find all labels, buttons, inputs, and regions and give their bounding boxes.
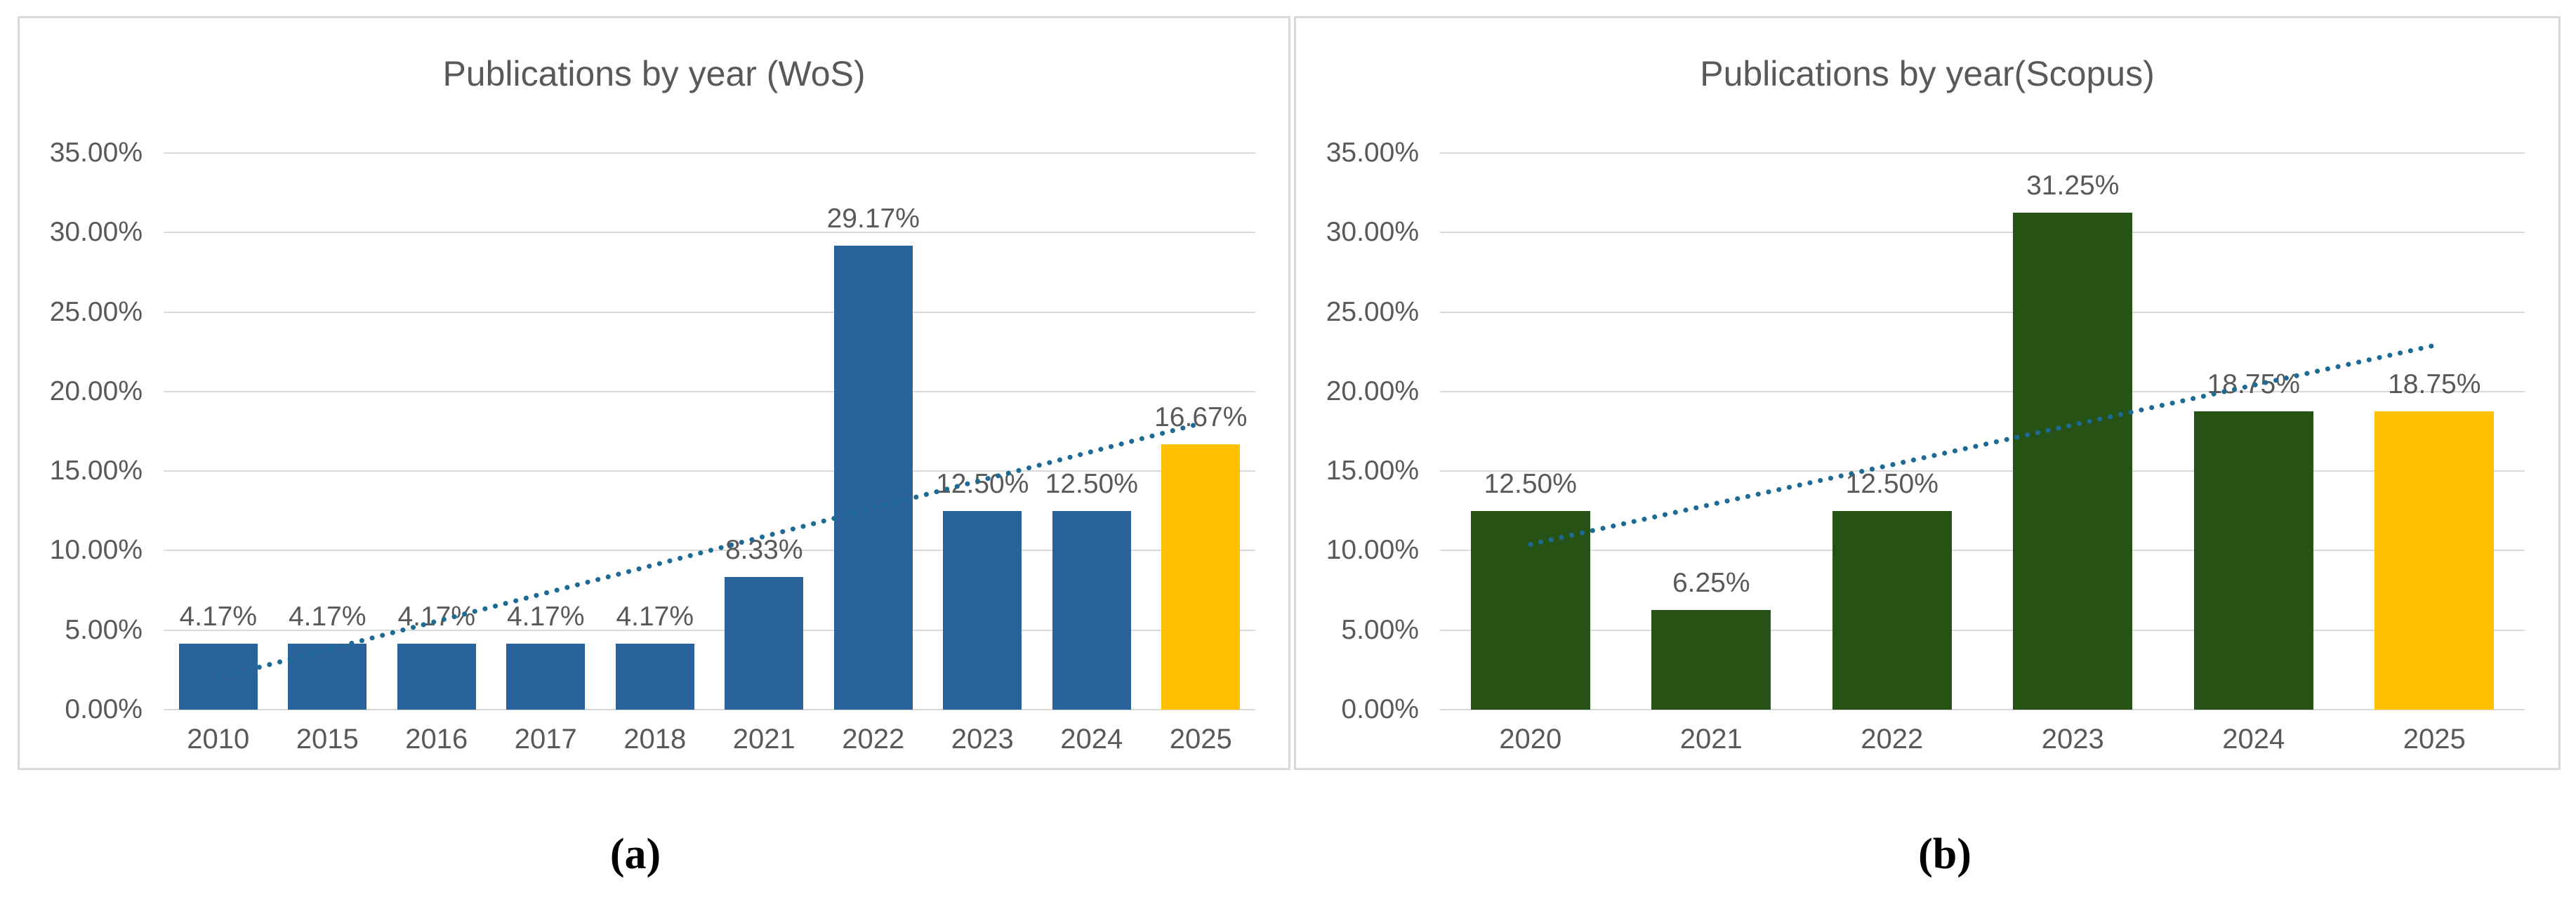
y-axis-tick-label: 20.00%: [49, 376, 143, 406]
bar-value-label: 18.75%: [2207, 369, 2300, 400]
x-axis-tick-label: 2020: [1499, 724, 1562, 755]
y-axis-tick-label: 10.00%: [1326, 535, 1419, 566]
x-axis-tick-label: 2018: [623, 724, 687, 755]
bar-2016: [397, 643, 476, 710]
bar-value-label: 31.25%: [2026, 170, 2120, 201]
y-axis-tick-label: 5.00%: [1341, 614, 1419, 645]
gridline-0: [164, 709, 1255, 710]
bar-2024: [1052, 510, 1131, 710]
x-axis-tick-label: 2023: [951, 724, 1014, 755]
gridline-35: [1440, 152, 2525, 154]
bar-value-label: 18.75%: [2388, 369, 2481, 400]
x-axis-tick-label: 2021: [732, 724, 795, 755]
y-axis-tick-label: 0.00%: [65, 694, 143, 724]
x-axis-tick-label: 2017: [514, 724, 577, 755]
bar-2010: [178, 643, 258, 710]
gridline-15: [1440, 470, 2525, 472]
y-axis-tick-label: 20.00%: [1326, 376, 1419, 406]
trendline: [1528, 343, 2437, 547]
x-axis-tick-label: 2015: [296, 724, 359, 755]
bar-value-label: 4.17%: [397, 601, 476, 632]
x-axis-tick-label: 2024: [2222, 724, 2285, 755]
gridline-25: [1440, 311, 2525, 313]
bar-2023: [2013, 212, 2133, 710]
chart-panel-scopus: Publications by year(Scopus) 0.00% 5.00% 1…: [1294, 16, 2561, 770]
bar-2025: [2374, 411, 2495, 710]
y-axis-tick-label: 0.00%: [1341, 694, 1419, 724]
chart-title-wos: Publications by year (WoS): [442, 54, 866, 93]
y-axis-tick-label: 25.00%: [1326, 296, 1419, 327]
bar-2015: [288, 643, 367, 710]
gridline-20: [1440, 390, 2525, 392]
bar-2018: [615, 643, 694, 710]
bar-value-label: 4.17%: [506, 601, 585, 632]
bar-value-label: 12.50%: [1045, 468, 1138, 499]
gridline-20: [164, 390, 1255, 392]
bar-value-label: 6.25%: [1672, 568, 1750, 599]
x-axis-tick-label: 2021: [1679, 724, 1743, 755]
bar-2021: [725, 577, 804, 710]
bar-2021: [1651, 610, 1771, 710]
y-axis-tick-label: 30.00%: [1326, 217, 1419, 248]
y-axis-tick-label: 35.00%: [1326, 138, 1419, 168]
gridline-5: [1440, 629, 2525, 631]
gridline-30: [1440, 232, 2525, 234]
caption-a: (a): [609, 830, 661, 878]
x-axis-tick-label: 2022: [842, 724, 905, 755]
bar-2025: [1161, 444, 1241, 710]
bar-2023: [943, 510, 1022, 710]
bar-value-label: 12.50%: [1845, 468, 1938, 499]
bar-value-label: 4.17%: [616, 601, 694, 632]
y-axis-tick-label: 10.00%: [49, 535, 143, 566]
x-axis-tick-label: 2022: [1861, 724, 1924, 755]
x-axis-tick-label: 2010: [187, 724, 250, 755]
chart-panel-wos: Publications by year (WoS) 0.00% 5.00% 10.…: [18, 16, 1290, 770]
bar-2020: [1470, 510, 1590, 710]
x-axis-tick-label: 2024: [1060, 724, 1123, 755]
gridline-35: [164, 152, 1255, 154]
y-axis-tick-label: 15.00%: [1326, 456, 1419, 486]
gridline-25: [164, 311, 1255, 313]
bar-value-label: 29.17%: [826, 204, 920, 234]
bar-value-label: 12.50%: [936, 468, 1029, 499]
bar-value-label: 4.17%: [288, 601, 366, 632]
bar-2024: [2193, 411, 2313, 710]
caption-b: (b): [1918, 830, 1971, 878]
bar-2017: [506, 643, 586, 710]
y-axis-tick-label: 30.00%: [49, 217, 143, 248]
gridline-0: [1440, 709, 2525, 710]
bar-value-label: 8.33%: [725, 535, 803, 566]
bar-value-label: 4.17%: [179, 601, 258, 632]
y-axis-tick-label: 15.00%: [49, 456, 143, 486]
bar-2022: [1832, 510, 1952, 710]
bar-value-label: 16.67%: [1154, 402, 1248, 433]
y-axis-tick-label: 35.00%: [49, 138, 143, 168]
y-axis-tick-label: 25.00%: [49, 296, 143, 327]
y-axis-tick-label: 5.00%: [65, 614, 143, 645]
gridline-10: [1440, 550, 2525, 552]
bar-2022: [833, 246, 913, 710]
x-axis-tick-label: 2016: [405, 724, 468, 755]
chart-title-scopus: Publications by year(Scopus): [1700, 54, 2155, 93]
bar-value-label: 12.50%: [1484, 468, 1577, 499]
x-axis-tick-label: 2025: [1169, 724, 1232, 755]
x-axis-tick-label: 2023: [2041, 724, 2104, 755]
x-axis-tick-label: 2025: [2403, 724, 2466, 755]
gridline-30: [164, 232, 1255, 234]
